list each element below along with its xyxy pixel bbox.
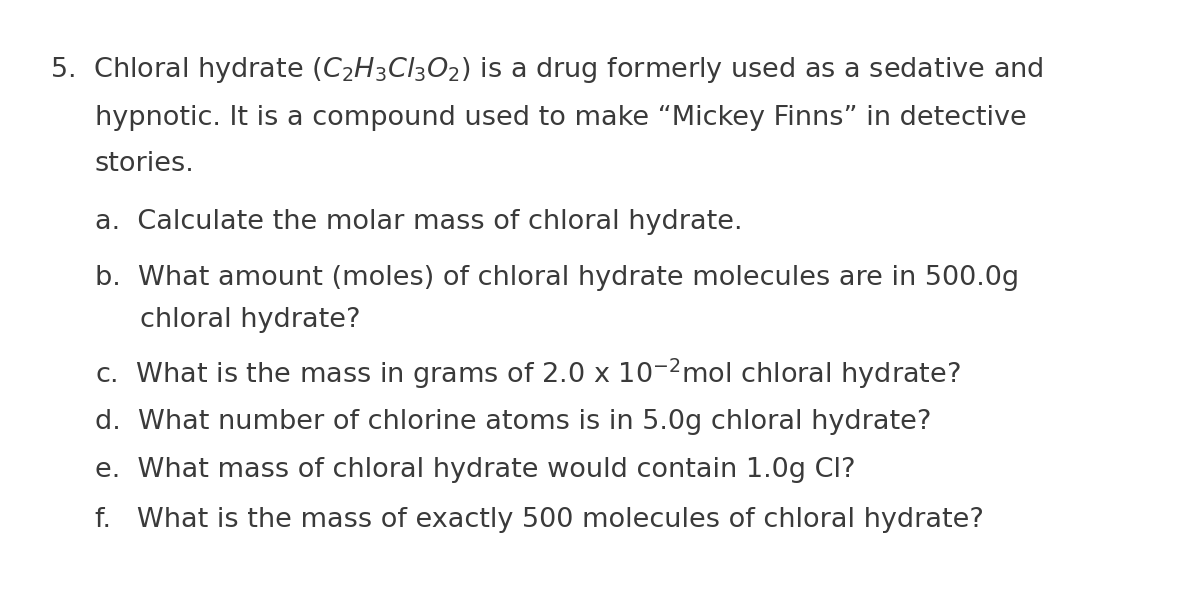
Text: f.   What is the mass of exactly 500 molecules of chloral hydrate?: f. What is the mass of exactly 500 molec… [95, 507, 984, 533]
Text: a.  Calculate the molar mass of chloral hydrate.: a. Calculate the molar mass of chloral h… [95, 209, 743, 235]
Text: chloral hydrate?: chloral hydrate? [140, 307, 360, 333]
Text: b.  What amount (moles) of chloral hydrate molecules are in 500.0g: b. What amount (moles) of chloral hydrat… [95, 265, 1019, 291]
Text: 5.  Chloral hydrate ($C_2H_3Cl_3O_2$) is a drug formerly used as a sedative and: 5. Chloral hydrate ($C_2H_3Cl_3O_2$) is … [50, 55, 1044, 85]
Text: e.  What mass of chloral hydrate would contain 1.0g Cl?: e. What mass of chloral hydrate would co… [95, 457, 856, 483]
Text: c.  What is the mass in grams of 2.0 x 10$^{-2}$mol chloral hydrate?: c. What is the mass in grams of 2.0 x 10… [95, 357, 961, 391]
Text: hypnotic. It is a compound used to make “Mickey Finns” in detective: hypnotic. It is a compound used to make … [95, 105, 1027, 131]
Text: stories.: stories. [95, 151, 194, 177]
Text: d.  What number of chlorine atoms is in 5.0g chloral hydrate?: d. What number of chlorine atoms is in 5… [95, 409, 931, 435]
